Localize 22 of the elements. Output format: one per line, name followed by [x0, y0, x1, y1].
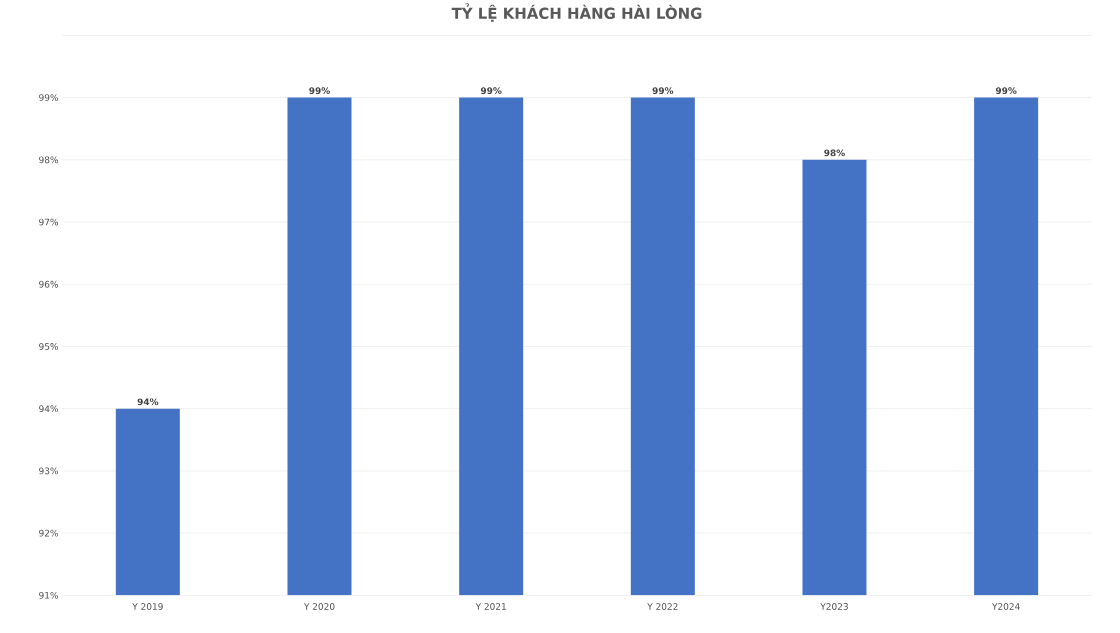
y-tick-label: 96%: [39, 280, 58, 288]
data-label: 98%: [824, 149, 845, 157]
y-tick-label: 93%: [39, 467, 58, 475]
data-label: 94%: [137, 398, 159, 405]
data-label: 99%: [309, 87, 330, 94]
y-tick-label: 91%: [39, 591, 58, 599]
chart-title: TỶ LỆ KHÁCH HÀNG HÀI LÒNG: [451, 3, 702, 22]
y-tick-label: 97%: [39, 218, 58, 226]
x-tick-label: Y 2021: [475, 602, 506, 610]
y-tick-label: 94%: [39, 405, 58, 412]
y-tick-label: 92%: [39, 529, 58, 537]
x-tick-label: Y2023: [820, 602, 848, 610]
data-label: 99%: [652, 87, 674, 94]
y-tick-label: 98%: [39, 156, 58, 164]
y-tick-label: 99%: [39, 94, 58, 101]
x-tick-label: Y 2020: [303, 602, 335, 610]
x-tick-label: Y 2022: [647, 602, 678, 610]
data-label: 99%: [995, 87, 1017, 94]
y-tick-label: 95%: [39, 342, 58, 350]
x-tick-label: Y2024: [991, 602, 1020, 610]
data-label: 99%: [480, 87, 502, 94]
x-tick-label: Y 2019: [132, 602, 163, 610]
